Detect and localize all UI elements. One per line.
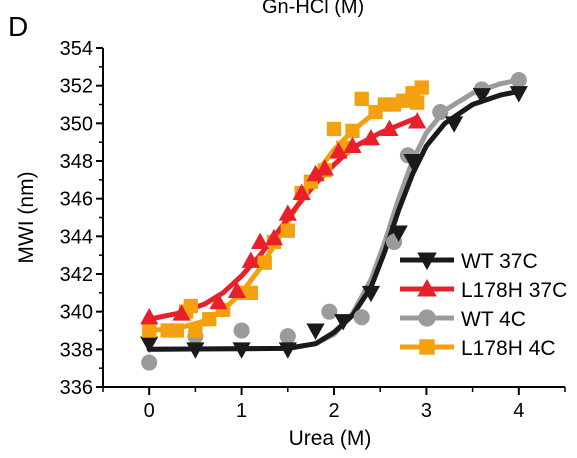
- point-l178h-37c: [343, 136, 362, 153]
- point-wt-4c: [141, 354, 158, 371]
- y-tick-label: 342: [60, 264, 93, 286]
- axes: 336 338 340 342 344 346 348 350 352 354 0 1 2 3 4: [60, 38, 566, 422]
- y-tick-label: 352: [60, 76, 93, 98]
- point-l178h-4c: [257, 255, 272, 270]
- point-wt-37c: [186, 342, 205, 359]
- y-tick-label: 346: [60, 189, 93, 211]
- fit-line-wt-37c: [146, 88, 522, 352]
- point-wt-4c: [432, 103, 449, 121]
- point-l178h-4c: [414, 80, 429, 95]
- legend-label-l178h-37c: L178H 37C: [461, 279, 567, 302]
- point-l178h-4c: [354, 91, 369, 106]
- y-tick-label: 340: [60, 302, 93, 324]
- clipped-header-text: Gn-HCl (M): [262, 0, 364, 18]
- x-tick-label: 1: [236, 400, 247, 422]
- x-tick-label: 4: [513, 400, 524, 422]
- point-l178h-4c: [169, 323, 185, 338]
- legend-marker-wt-37c: [417, 252, 437, 271]
- point-wt-37c: [232, 342, 251, 359]
- legend-label-wt-37c: WT 37C: [461, 250, 538, 273]
- point-l178h-4c: [345, 123, 360, 139]
- point-l178h-37c: [250, 232, 270, 250]
- point-wt-4c: [279, 328, 296, 345]
- point-wt-37c: [403, 153, 422, 171]
- y-tick-label: 354: [60, 38, 93, 60]
- point-l178h-37c: [241, 251, 260, 268]
- point-l178h-37c: [329, 142, 348, 159]
- legend-label-wt-4c: WT 4C: [461, 308, 526, 331]
- legend: WT 37C L178H 37C WT 4C L178H 4C: [400, 250, 567, 360]
- point-l178h-37c: [209, 292, 228, 310]
- point-l178h-37c: [140, 307, 159, 325]
- point-l178h-4c: [326, 121, 342, 137]
- point-wt-37c: [361, 285, 381, 303]
- point-wt-37c: [389, 225, 408, 242]
- data-points: [140, 71, 528, 371]
- point-l178h-4c: [142, 323, 157, 338]
- x-tick-label: 2: [328, 400, 339, 422]
- point-wt-37c: [278, 342, 297, 359]
- point-wt-37c: [445, 116, 464, 133]
- y-tick-label: 348: [60, 151, 93, 173]
- point-l178h-37c: [315, 159, 334, 176]
- y-tick-label: 350: [60, 113, 93, 135]
- y-tick-label: 344: [60, 226, 93, 248]
- point-wt-4c: [233, 322, 250, 339]
- x-tick-label: 3: [421, 400, 432, 422]
- point-l178h-37c: [380, 119, 399, 137]
- point-l178h-4c: [183, 298, 198, 314]
- point-l178h-37c: [306, 164, 325, 182]
- x-axis-label: Urea (M): [289, 427, 372, 450]
- point-wt-37c: [334, 314, 353, 331]
- point-l178h-4c: [410, 95, 425, 110]
- point-l178h-37c: [264, 228, 284, 246]
- point-wt-37c: [509, 86, 528, 103]
- point-l178h-37c: [172, 304, 191, 321]
- fit-line-l178h-4c: [146, 90, 420, 333]
- y-tick-label: 338: [60, 339, 93, 361]
- point-l178h-37c: [408, 112, 427, 129]
- fit-curves: [146, 77, 522, 352]
- point-wt-4c: [321, 303, 338, 320]
- y-axis-label: MWI (nm): [15, 171, 38, 263]
- legend-marker-wt-4c: [418, 309, 436, 327]
- point-l178h-4c: [243, 285, 258, 300]
- point-l178h-37c: [292, 183, 311, 201]
- point-l178h-4c: [188, 323, 203, 338]
- legend-marker-l178h-4c: [419, 339, 435, 355]
- legend-label-l178h-4c: L178H 4C: [461, 337, 556, 360]
- point-wt-4c: [353, 309, 370, 326]
- point-l178h-37c: [278, 204, 297, 221]
- point-l178h-37c: [227, 281, 247, 298]
- point-wt-37c: [140, 336, 159, 354]
- point-l178h-4c: [202, 312, 217, 327]
- point-l178h-4c: [280, 223, 295, 238]
- x-tick-label: 0: [144, 400, 155, 422]
- point-wt-4c: [510, 71, 527, 89]
- legend-marker-l178h-37c: [417, 278, 437, 297]
- point-wt-37c: [306, 323, 325, 340]
- y-tick-label: 336: [60, 377, 93, 399]
- point-l178h-37c: [361, 129, 381, 146]
- point-wt-37c: [472, 88, 491, 105]
- panel-label: D: [8, 11, 28, 42]
